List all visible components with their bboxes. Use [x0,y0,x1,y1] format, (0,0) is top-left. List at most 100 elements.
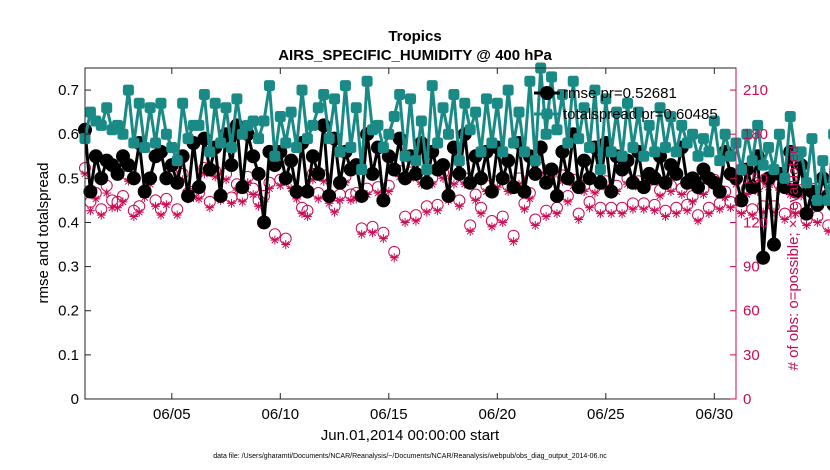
rmse-point [604,184,619,199]
totalspread-point [350,102,362,114]
rmse-point [577,153,592,168]
rmse-point [788,184,803,199]
totalspread-point [497,146,509,158]
evaluated-obs-marker [574,215,584,225]
rmse-point [322,188,337,203]
totalspread-point [453,155,465,167]
evaluated-obs-marker [422,207,432,217]
totalspread-point [220,102,232,114]
totalspread-point [719,128,731,140]
totalspread-point [117,128,129,140]
y2-tick-label: 30 [743,347,760,364]
totalspread-point [345,141,357,153]
x-tick-label: 06/20 [479,406,517,423]
rmse-point [636,180,651,195]
totalspread-point [540,128,552,140]
y-tick-label: 0.7 [58,82,79,99]
totalspread-point [508,137,520,149]
evaluated-obs-marker [156,210,166,220]
totalspread-point [410,155,422,167]
evaluated-obs-marker [465,226,475,236]
totalspread-point [225,141,237,153]
evaluated-obs-marker [628,204,638,214]
totalspread-point [215,137,227,149]
rmse-point [224,158,239,173]
evaluated-obs-marker [823,226,830,236]
evaluated-obs-marker [590,188,600,198]
evaluated-obs-marker [172,210,182,220]
totalspread-point [405,93,416,105]
evaluated-obs-marker [368,228,378,238]
totalspread-point [258,115,270,127]
totalspread-point [692,150,704,162]
totalspread-point [551,124,563,136]
totalspread-point [746,155,758,167]
rmse-point [143,171,158,186]
totalspread-point [356,164,368,176]
totalspread-point [779,172,791,184]
axes-layer: 0 0.1 0.2 0.3 0.4 0.5 0.6 0.7 0 30 60 90 120 150 180 21… [58,68,768,423]
evaluated-obs-marker [194,194,204,204]
totalspread-point [334,146,346,158]
y-tick-label: 0.1 [58,347,79,364]
totalspread-point [448,88,460,100]
totalspread-point [524,75,536,87]
totalspread-point [649,146,661,158]
evaluated-obs-marker [736,209,746,219]
evaluated-obs-marker [639,204,649,214]
evaluated-obs-marker [595,209,605,219]
rmse-point [387,162,402,177]
totalspread-point [632,106,644,118]
totalspread-point [638,150,650,162]
y-tick-label: 0.4 [58,214,79,231]
totalspread-point [377,141,389,153]
totalspread-point [470,106,482,118]
rmse-point [571,180,586,195]
totalspread-point [166,141,178,153]
totalspread-point [182,133,194,145]
totalspread-point [611,106,623,118]
rmse-point [799,206,814,221]
rmse-point [712,184,727,199]
evaluated-obs-marker [585,203,595,213]
totalspread-point [274,111,286,123]
evaluated-obs-marker [85,206,95,216]
x-axis-label: Jun.01,2014 00:00:00 start [321,427,500,444]
totalspread-point [394,88,406,100]
x-tick-label: 06/15 [370,406,408,423]
rmse-point [235,180,250,195]
totalspread-point [253,133,265,145]
totalspread-point [714,155,726,167]
totalspread-point [697,133,709,145]
y-tick-label: 0.3 [58,259,79,276]
y2-tick-label: 0 [743,391,751,408]
totalspread-point [627,141,639,153]
totalspread-point [518,146,530,158]
evaluated-obs-marker [617,209,627,219]
y2-tick-label: 180 [743,126,768,143]
totalspread-point [112,119,124,131]
totalspread-point [426,80,438,92]
totalspread-point [735,164,747,176]
y-tick-label: 0.5 [58,170,79,187]
evaluated-obs-marker [552,209,562,219]
totalspread-point [464,124,476,136]
totalspread-point [616,150,628,162]
totalspread-point [193,119,205,131]
evaluated-obs-marker [449,179,459,189]
evaluated-obs-marker [693,216,703,226]
evaluated-obs-marker [682,206,692,216]
totalspread-point [437,102,449,114]
evaluated-obs-marker [655,191,665,201]
totalspread-point [763,141,775,153]
totalspread-point [155,97,167,109]
evaluated-obs-marker [313,194,323,204]
totalspread-point [659,141,671,153]
evaluated-obs-marker [688,197,698,207]
rmse-point [278,171,293,186]
evaluated-obs-marker [487,222,497,232]
totalspread-point [670,146,682,158]
x-tick-label: 06/30 [696,406,734,423]
totalspread-point [432,137,444,149]
rmse-point [311,166,326,181]
